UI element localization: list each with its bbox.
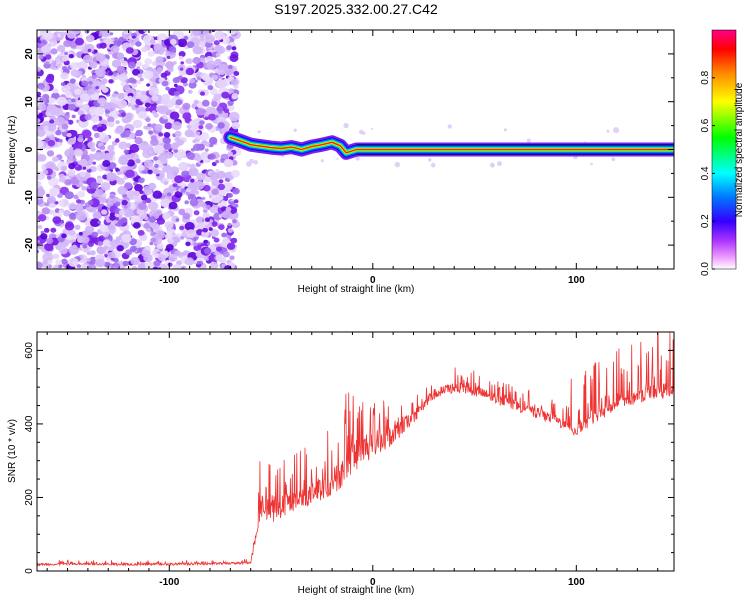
spectrogram-y-axis-title: Frequency (Hz) [7,116,18,185]
spectrogram-y-tick-label: -10 [24,190,35,205]
snr-frame [36,331,675,572]
spectrogram-y-tick-label: -20 [24,237,35,252]
spectrogram-y-tick-label: 0 [24,146,35,152]
snr-y-tick-label: 0 [24,568,35,574]
spectrogram-x-tick-label: 0 [370,275,376,286]
snr-x-tick-label: 100 [568,577,585,588]
spectrogram-x-axis-title: Height of straight line (km) [298,284,415,295]
snr-y-tick-label: 600 [24,342,35,359]
colorbar-tick-label: 0.2 [700,214,711,228]
colorbar-tick-label: 0.0 [700,262,711,276]
colorbar-frame [711,29,737,270]
spectrogram-x-tick-label: 100 [568,275,585,286]
spectrogram-x-tick-label: -100 [159,275,179,286]
snr-y-tick-label: 400 [24,415,35,432]
colorbar-tick-label: 0.4 [700,166,711,180]
chart-title: S197.2025.332.00.27.C42 [274,1,438,17]
colorbar-title: Normalized spectral amplitude [734,82,745,217]
colorbar: 0.0 0.2 0.4 0.6 0.8 Normalized spectral ampl… [700,29,745,276]
snr-x-tick-label: -100 [159,577,179,588]
spectrogram-y-tick-label: 20 [24,48,35,60]
colorbar-tick-label: 0.6 [700,118,711,132]
noise-speckle-region [37,30,663,269]
colorbar-tick-label: 0.8 [700,70,711,84]
snr-x-tick-label: 0 [370,577,376,588]
colorbar-gradient [712,30,736,269]
signal-track [223,130,674,160]
snr-panel: -100 0 100 0 200 400 600 Height of straight li… [7,331,675,596]
snr-y-tick-label: 200 [24,489,35,506]
spectrogram-y-tick-label: 10 [24,96,35,108]
snr-x-axis-title: Height of straight line (km) [298,585,415,596]
snr-series-line [37,332,674,567]
signal-track-layer-6 [229,136,674,154]
snr-y-axis-title: SNR (10 * v/v) [7,419,18,483]
